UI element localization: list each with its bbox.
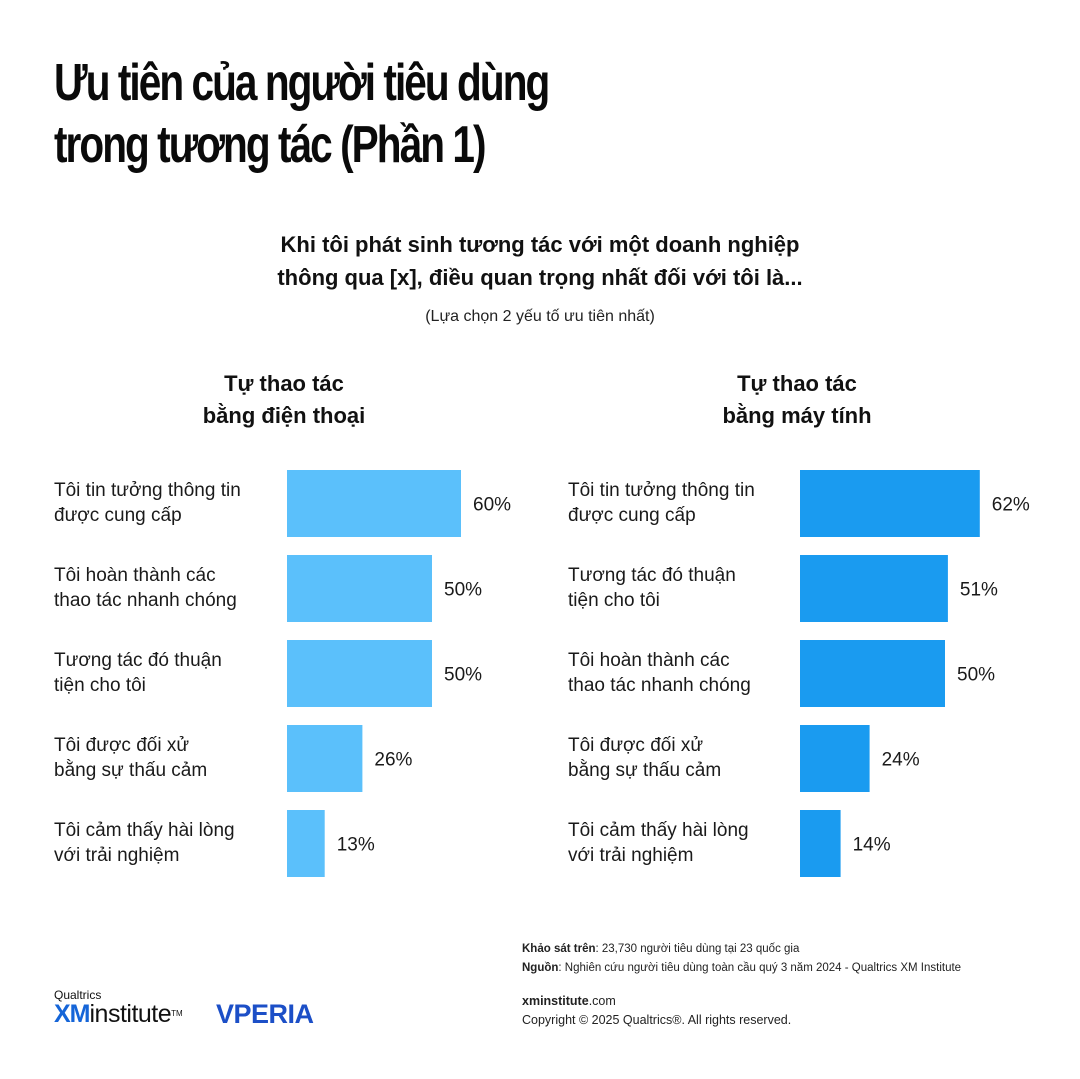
survey-label: Khảo sát trên xyxy=(522,943,596,955)
website-link[interactable]: xminstitute.com xyxy=(522,992,791,1011)
source-label: Nguồn xyxy=(522,962,559,974)
survey-info: Khảo sát trên: 23,730 người tiêu dùng tạ… xyxy=(522,940,961,959)
left-category-label-1-line-2: được cung cấp xyxy=(54,505,182,526)
right-bar-1 xyxy=(800,470,980,537)
left-bar-value-4: 26% xyxy=(374,750,412,771)
website-suffix: .com xyxy=(588,994,616,1008)
right-chart-title-line-2: bằng máy tính xyxy=(722,403,872,428)
right-bar-4 xyxy=(800,725,870,792)
left-chart-title-line-2: bằng điện thoại xyxy=(202,403,366,428)
right-category-label-1-line-1: Tôi tin tưởng thông tin xyxy=(568,480,755,501)
right-category-label-1-line-2: được cung cấp xyxy=(568,505,696,526)
right-category-label-3-line-2: thao tác nhanh chóng xyxy=(568,675,751,696)
website-bold: xminstitute xyxy=(522,994,589,1008)
right-bar-value-5: 14% xyxy=(853,835,891,856)
left-bar-5 xyxy=(287,810,325,877)
left-bar-1 xyxy=(287,470,461,537)
right-category-label-4-line-1: Tôi được đối xử xyxy=(568,735,703,756)
right-bar-5 xyxy=(800,810,841,877)
left-category-label-2-line-2: thao tác nhanh chóng xyxy=(54,590,237,611)
bar-charts: 60% Tôi tin tưởng thông tin được cung cấp 5… xyxy=(54,470,1030,877)
survey-question-line-1: Khi tôi phát sinh tương tác với một doan… xyxy=(280,232,800,257)
right-bar-value-2: 51% xyxy=(960,580,998,601)
institute-logo-text: institute xyxy=(89,1000,172,1028)
page-title: Ưu tiên của người tiêu dùng trong tương … xyxy=(54,52,647,176)
right-bar-value-3: 50% xyxy=(957,665,995,686)
left-chart-title: Tự thao tác bằng điện thoại xyxy=(124,368,444,432)
left-category-label-3-line-1: Tương tác đó thuận xyxy=(54,650,222,671)
source-info: Nguồn: Nghiên cứu người tiêu dùng toàn c… xyxy=(522,959,961,978)
survey-question-line-2: thông qua [x], điều quan trọng nhất đối … xyxy=(277,265,803,290)
left-category-label-1-line-1: Tôi tin tưởng thông tin xyxy=(54,480,241,501)
page-title-line-2: trong tương tác (Phần 1) xyxy=(54,116,486,174)
right-bar-value-4: 24% xyxy=(882,750,920,771)
right-category-label-5-line-1: Tôi cảm thấy hài lòng xyxy=(568,820,749,841)
selection-note: (Lựa chọn 2 yếu tố ưu tiên nhất) xyxy=(425,308,655,325)
xm-logo-mark: XM xyxy=(54,1000,90,1028)
right-bar-2 xyxy=(800,555,948,622)
right-category-label-3-line-1: Tôi hoàn thành các xyxy=(568,650,730,671)
xm-institute-logo: XMinstituteTM xyxy=(54,1000,183,1028)
right-chart-title: Tự thao tác bằng máy tính xyxy=(637,368,957,432)
left-category-label-5-line-2: với trải nghiệm xyxy=(54,845,179,866)
left-category-label-4-line-2: bằng sự thấu cảm xyxy=(54,759,207,781)
left-bar-value-2: 50% xyxy=(444,580,482,601)
qualtrics-logo-text: Qualtrics xyxy=(54,988,102,1002)
page-title-line-1: Ưu tiên của người tiêu dùng xyxy=(54,54,550,112)
left-bar-3 xyxy=(287,640,432,707)
trademark-mark: TM xyxy=(171,1009,183,1018)
left-bar-value-3: 50% xyxy=(444,665,482,686)
left-category-label-2-line-1: Tôi hoàn thành các xyxy=(54,565,216,586)
left-bar-2 xyxy=(287,555,432,622)
contact-info: xminstitute.com Copyright © 2025 Qualtri… xyxy=(522,992,791,1030)
right-bar-value-1: 62% xyxy=(992,495,1030,516)
left-category-label-5-line-1: Tôi cảm thấy hài lòng xyxy=(54,820,235,841)
left-chart-title-line-1: Tự thao tác xyxy=(224,371,344,396)
right-category-label-4-line-2: bằng sự thấu cảm xyxy=(568,759,721,781)
right-category-label-2-line-2: tiện cho tôi xyxy=(568,590,660,611)
footnote: Khảo sát trên: 23,730 người tiêu dùng tạ… xyxy=(522,940,961,978)
left-bar-4 xyxy=(287,725,363,792)
left-category-label-3-line-2: tiện cho tôi xyxy=(54,675,146,696)
left-bar-value-1: 60% xyxy=(473,495,511,516)
left-category-label-4-line-1: Tôi được đối xử xyxy=(54,735,189,756)
source-value: : Nghiên cứu người tiêu dùng toàn cầu qu… xyxy=(558,962,962,974)
vperia-logo: VPERIA xyxy=(216,999,314,1029)
right-bar-3 xyxy=(800,640,945,707)
right-chart-title-line-1: Tự thao tác xyxy=(737,371,857,396)
left-bar-value-5: 13% xyxy=(337,835,375,856)
right-category-label-5-line-2: với trải nghiệm xyxy=(568,845,693,866)
right-category-label-2-line-1: Tương tác đó thuận xyxy=(568,565,736,586)
survey-value: : 23,730 người tiêu dùng tại 23 quốc gia xyxy=(595,943,800,955)
survey-question: Khi tôi phát sinh tương tác với một doan… xyxy=(0,228,1080,294)
copyright: Copyright © 2025 Qualtrics®. All rights … xyxy=(522,1013,792,1027)
